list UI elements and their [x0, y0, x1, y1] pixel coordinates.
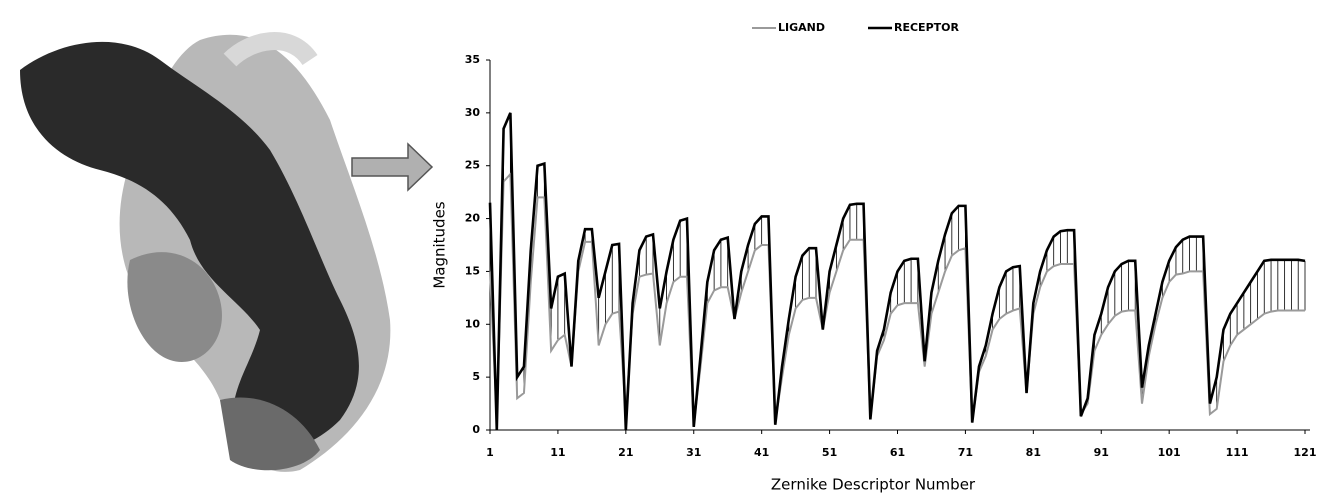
y-tick-label: 25 — [465, 159, 480, 172]
y-tick-label: 35 — [465, 53, 480, 66]
y-tick-label: 30 — [465, 106, 481, 119]
y-tick-label: 15 — [465, 264, 480, 277]
x-tick-label: 51 — [822, 446, 837, 459]
x-tick-label: 81 — [1026, 446, 1041, 459]
x-tick-label: 91 — [1094, 446, 1109, 459]
x-tick-label: 11 — [550, 446, 565, 459]
y-tick-label: 10 — [465, 317, 481, 330]
x-tick-label: 61 — [890, 446, 905, 459]
x-tick-label: 1 — [486, 446, 494, 459]
x-tick-label: 111 — [1226, 446, 1249, 459]
x-tick-label: 41 — [754, 446, 769, 459]
y-tick-label: 20 — [465, 212, 481, 225]
y-tick-label: 5 — [472, 370, 480, 383]
x-tick-label: 31 — [686, 446, 701, 459]
series-line — [488, 112, 1306, 431]
x-tick-label: 71 — [958, 446, 973, 459]
legend-label: RECEPTOR — [894, 21, 959, 34]
y-tick-label: 0 — [472, 423, 480, 436]
arrow — [351, 142, 434, 192]
x-tick-label: 21 — [618, 446, 633, 459]
protein-image — [20, 32, 391, 472]
x-axis-label: Zernike Descriptor Number — [771, 476, 976, 494]
x-tick-label: 121 — [1294, 446, 1317, 459]
legend-label: LIGAND — [778, 21, 825, 34]
x-tick-label: 101 — [1158, 446, 1181, 459]
y-axis-label: Magnitudes — [431, 201, 449, 288]
